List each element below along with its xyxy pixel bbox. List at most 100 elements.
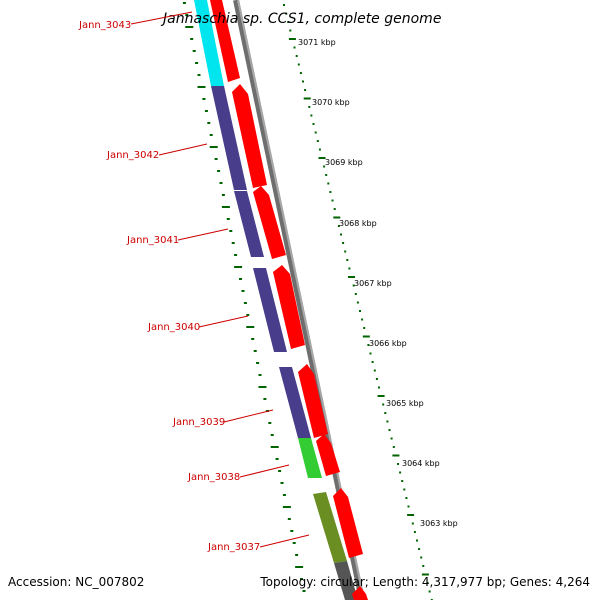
ruler-tick: [246, 326, 255, 328]
ruler-tick: [241, 290, 245, 292]
kbp-tick: [312, 123, 315, 125]
gene-block-jann-3040: [253, 268, 287, 352]
ruler-tick: [202, 98, 206, 100]
kbp-label: 3067 kbp: [354, 279, 392, 288]
kbp-tick: [373, 369, 376, 372]
cds-arrow: [316, 434, 340, 476]
ruler-tick: [253, 350, 257, 352]
ruler-tick: [192, 50, 196, 52]
ruler-tick: [258, 386, 267, 388]
gene-leader: [223, 409, 274, 423]
ruler-tick: [280, 482, 284, 484]
kbp-tick: [401, 480, 404, 482]
ruler-tick: [209, 146, 218, 148]
kbp-label: 3071 kbp: [298, 38, 336, 47]
kbp-tick: [363, 327, 366, 329]
ruler-tick: [214, 158, 218, 160]
ruler-tick: [295, 554, 299, 556]
kbp-tick: [369, 352, 372, 355]
ruler-tick: [182, 2, 186, 4]
kbp-tick: [304, 89, 307, 91]
cds-arrow: [253, 186, 286, 259]
kbp-tick: [359, 310, 361, 312]
ruler-tick: [282, 506, 291, 508]
cds-arrow: [298, 364, 328, 438]
ruler-tick: [256, 362, 260, 364]
ruler-tick: [195, 62, 199, 64]
kbp-tick: [285, 12, 288, 15]
gene-label: Jann_3041: [126, 235, 179, 246]
ruler-tick: [287, 518, 291, 520]
cds-arrow: [333, 488, 363, 558]
ruler-tick: [234, 266, 243, 268]
kbp-tick: [314, 131, 317, 134]
kbp-tick: [392, 454, 400, 457]
kbp-tick: [378, 386, 380, 389]
ruler-tick: [270, 446, 279, 448]
gene-leader: [198, 315, 249, 328]
gene-labels: Jann_3043 Jann_3042 Jann_3041 Jann_3040 …: [78, 11, 310, 553]
ruler-tick: [221, 206, 230, 208]
kbp-tick: [386, 420, 389, 423]
kbp-tick: [407, 505, 410, 508]
ruler-tick: [231, 242, 235, 244]
kbp-tick: [348, 267, 351, 270]
ruler-tick: [221, 194, 225, 196]
cds-arrow: [210, 0, 240, 82]
kbp-tick: [293, 46, 296, 49]
ruler-tick: [185, 26, 194, 28]
kbp-tick: [333, 216, 341, 219]
gene-block-next: [334, 561, 358, 600]
kbp-tick: [316, 140, 319, 142]
ruler-tick: [204, 110, 208, 112]
kbp-tick: [411, 522, 414, 525]
kbp-tick: [342, 242, 345, 244]
kbp-tick: [382, 403, 385, 406]
kbp-tick: [405, 497, 408, 499]
ruler-tick: [219, 182, 223, 184]
kbp-tick: [361, 318, 364, 321]
gene-label: Jann_3039: [172, 417, 225, 428]
kbp-tick: [337, 225, 340, 227]
ruler-tick: [292, 542, 296, 544]
kbp-tick: [392, 446, 395, 448]
kbp-tick: [407, 514, 415, 516]
kbp-tick: [397, 463, 399, 465]
gene-label: Jann_3040: [147, 322, 200, 333]
kbp-tick: [418, 548, 421, 550]
ruler-tick: [282, 494, 286, 496]
kbp-tick: [420, 556, 423, 559]
kbp-tick: [299, 72, 302, 74]
kbp-tick: [344, 250, 347, 253]
kbp-tick: [288, 38, 296, 40]
gene-label: Jann_3038: [187, 472, 240, 483]
ruler-tick: [270, 434, 274, 436]
cds-track: [210, 0, 368, 600]
gene-leader: [158, 143, 208, 156]
ruler-tick: [243, 302, 247, 304]
ruler-tick: [190, 38, 194, 40]
gene-leader: [259, 534, 310, 548]
kbp-tick: [308, 106, 311, 108]
ruler-tick: [239, 278, 242, 280]
ruler-tick: [207, 122, 211, 124]
kbp-tick: [283, 4, 285, 6]
kbp-label: 3069 kbp: [325, 158, 363, 167]
ruler-tick: [258, 374, 262, 376]
ruler-tick: [197, 74, 201, 76]
kbp-tick: [428, 590, 431, 593]
gene-block-jann-3039: [279, 367, 311, 438]
ruler-tick: [185, 14, 189, 16]
kbp-tick: [331, 199, 334, 202]
kbp-tick: [426, 582, 429, 584]
kbp-ruler: [283, 4, 433, 600]
gene-leader: [130, 11, 193, 25]
gene-block-jann-3038: [298, 438, 322, 478]
ruler-tick: [209, 134, 213, 136]
map-title: Jannaschia sp. CCS1, complete genome: [160, 11, 441, 27]
kbp-tick: [362, 335, 370, 338]
kbp-tick: [340, 233, 342, 236]
kbp-tick: [388, 429, 391, 431]
ruler-tick: [290, 530, 294, 532]
